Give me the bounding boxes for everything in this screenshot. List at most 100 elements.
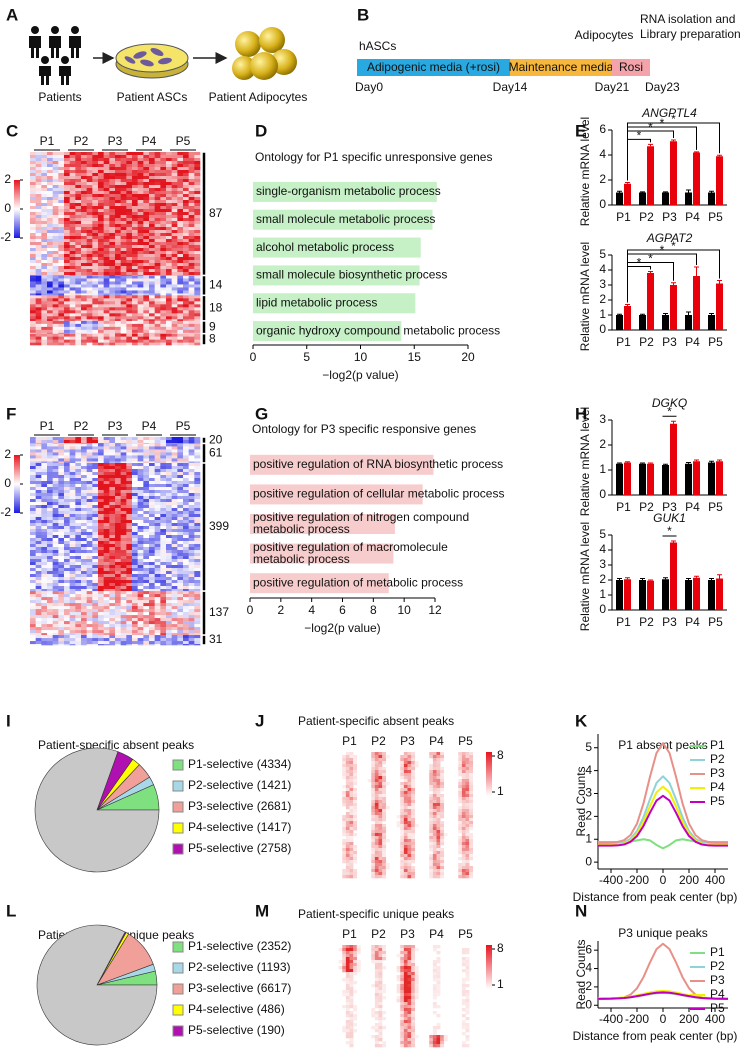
heatmap-cell bbox=[47, 597, 53, 601]
heatmap-cell bbox=[342, 770, 347, 774]
bar bbox=[616, 463, 623, 495]
heatmap-cell bbox=[132, 612, 138, 616]
heatmap-cell bbox=[120, 541, 127, 545]
heatmap-cell bbox=[166, 446, 172, 450]
heatmap-cell bbox=[132, 304, 138, 308]
segment-label: Adipogenic media (+rosi) bbox=[367, 60, 500, 74]
heatmap-cell bbox=[177, 272, 184, 276]
heatmap-cell bbox=[469, 797, 474, 801]
heatmap-cell bbox=[41, 472, 48, 476]
heatmap-cell bbox=[98, 301, 104, 305]
heatmap-cell bbox=[30, 164, 36, 168]
heatmap-cell bbox=[461, 773, 466, 777]
heatmap-cell bbox=[183, 638, 189, 642]
heatmap-cell bbox=[86, 266, 93, 270]
heatmap-cell bbox=[86, 577, 93, 581]
heatmap-cell bbox=[120, 461, 127, 464]
heatmap-cell bbox=[458, 812, 463, 816]
heatmap-cell bbox=[154, 627, 161, 631]
heatmap-cell bbox=[137, 458, 144, 462]
heatmap-cell bbox=[41, 514, 48, 518]
column-label: P3 bbox=[108, 134, 123, 148]
heatmap-cell bbox=[30, 266, 36, 270]
heatmap-cell bbox=[166, 179, 172, 183]
heatmap-cell bbox=[52, 191, 59, 195]
heatmap-cell bbox=[109, 342, 116, 346]
heatmap-cell bbox=[109, 547, 116, 551]
heatmap-cell bbox=[30, 544, 36, 548]
heatmap-cell bbox=[154, 224, 161, 228]
heatmap-cell bbox=[69, 559, 76, 563]
heatmap-cell bbox=[411, 818, 416, 822]
heatmap-cell bbox=[120, 446, 127, 450]
heatmap-cell bbox=[461, 815, 466, 819]
chart-title: Ontology for P1 specific unresponsive ge… bbox=[255, 150, 492, 164]
heatmap-cell bbox=[403, 761, 408, 765]
heatmap-cell bbox=[64, 580, 70, 584]
heatmap-cell bbox=[188, 227, 195, 231]
heatmap-cell bbox=[171, 523, 178, 527]
heatmap-cell bbox=[154, 319, 161, 322]
heatmap-cell bbox=[378, 755, 383, 759]
heatmap-cell bbox=[132, 313, 138, 317]
heatmap-cell bbox=[143, 499, 150, 503]
heatmap-cell bbox=[69, 565, 76, 569]
heatmap-cell bbox=[194, 254, 201, 258]
heatmap-cell bbox=[69, 260, 76, 264]
heatmap-cell bbox=[171, 155, 178, 159]
heatmap-cell bbox=[30, 606, 36, 610]
heatmap-cell bbox=[177, 544, 184, 548]
heatmap-cell bbox=[171, 191, 178, 195]
heatmap-cell bbox=[345, 752, 350, 756]
bar bbox=[685, 580, 692, 610]
heatmap-cell bbox=[137, 514, 144, 518]
heatmap-cell bbox=[132, 550, 138, 554]
heatmap-cell bbox=[171, 577, 178, 581]
heatmap-cell bbox=[81, 577, 87, 581]
heatmap-cell bbox=[75, 316, 82, 320]
error-bar bbox=[640, 191, 645, 193]
error-bar bbox=[671, 282, 676, 285]
heatmap-cell bbox=[92, 463, 99, 467]
heatmap-cell bbox=[149, 170, 155, 174]
heatmap-cell bbox=[30, 179, 36, 183]
heatmap-cell bbox=[126, 621, 133, 625]
heatmap-cell bbox=[177, 230, 184, 234]
heatmap-cell bbox=[103, 339, 110, 343]
heatmap-cell bbox=[436, 773, 441, 777]
heatmap-cell bbox=[35, 505, 42, 509]
heatmap-cell bbox=[92, 487, 99, 491]
error-bar bbox=[648, 462, 653, 464]
heatmap-cell bbox=[81, 553, 87, 557]
heatmap-cell bbox=[440, 776, 445, 780]
heatmap-cell bbox=[86, 586, 93, 590]
heatmap-cell bbox=[92, 313, 99, 317]
heatmap-cell bbox=[75, 333, 82, 337]
heatmap-cell bbox=[64, 194, 70, 198]
heatmap-cell bbox=[69, 612, 76, 616]
heatmap-cell bbox=[143, 615, 150, 619]
heatmap-cell bbox=[432, 812, 437, 816]
heatmap-cell bbox=[188, 550, 195, 554]
heatmap-cell bbox=[69, 313, 76, 317]
heatmap-cell bbox=[98, 591, 104, 595]
heatmap-cell bbox=[171, 529, 178, 533]
heatmap-cell bbox=[143, 556, 150, 560]
heatmap-cell bbox=[35, 481, 42, 485]
heatmap-cell bbox=[154, 251, 161, 255]
heatmap-cell bbox=[149, 469, 155, 473]
heatmap-cell bbox=[98, 313, 104, 317]
heatmap-cell bbox=[75, 493, 82, 497]
heatmap-cell bbox=[171, 565, 178, 569]
heatmap-cell bbox=[86, 167, 93, 171]
heatmap-cell bbox=[432, 788, 437, 792]
heatmap-cell bbox=[64, 254, 70, 258]
heatmap-cell bbox=[47, 269, 53, 273]
heatmap-cell bbox=[166, 571, 172, 575]
heatmap-cell bbox=[86, 298, 93, 302]
heatmap-cell bbox=[183, 313, 189, 317]
heatmap-cell bbox=[171, 517, 178, 521]
heatmap-cell bbox=[137, 571, 144, 575]
heatmap-cell bbox=[160, 182, 167, 186]
heatmap-cell bbox=[47, 505, 53, 509]
